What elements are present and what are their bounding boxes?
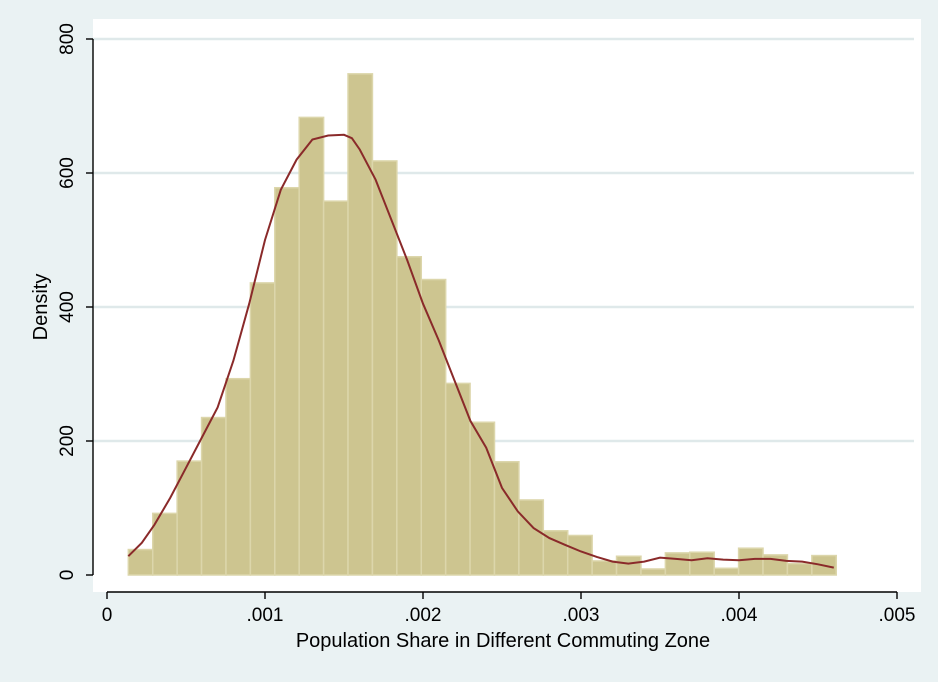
x-tick-label-0: 0	[102, 605, 113, 626]
x-tick-label-2: .002	[405, 605, 442, 626]
histogram-bar-22	[664, 552, 691, 576]
x-tick-label-3: .003	[563, 605, 600, 626]
histogram-bar-13	[444, 382, 471, 576]
y-tick-label-1: 200	[57, 425, 78, 457]
y-tick-label-3: 600	[57, 157, 78, 189]
histogram-bar-24	[713, 567, 740, 576]
y-tick-label-4: 800	[57, 23, 78, 55]
x-ticks: 0 .001 .002 .003 .004 .005	[102, 592, 916, 626]
histogram-bar-11	[396, 256, 423, 576]
histogram-bar-14	[469, 421, 496, 576]
histogram-bar-7	[298, 116, 325, 576]
histogram-bar-23	[689, 551, 715, 576]
histogram-bar-3	[200, 416, 227, 576]
histogram-bar-21	[640, 568, 667, 576]
histogram-bar-27	[786, 562, 813, 576]
y-tick-label-2: 400	[57, 291, 78, 323]
histogram-bar-10	[371, 160, 398, 576]
x-tick-label-5: .005	[879, 605, 916, 626]
histogram-bar-25	[737, 547, 764, 576]
x-axis-title: Population Share in Different Commuting …	[296, 630, 710, 652]
histogram-bar-6	[274, 186, 300, 576]
histogram-bar-16	[518, 499, 545, 576]
histogram-bar-19	[591, 560, 618, 576]
histogram-bar-20	[615, 555, 642, 576]
histogram-bar-5	[249, 282, 276, 576]
histogram-bar-8	[322, 200, 349, 576]
histogram-bar-0	[127, 548, 154, 576]
x-tick-label-1: .001	[247, 605, 284, 626]
y-axis-title: Density	[30, 274, 52, 341]
y-tick-label-0: 0	[57, 570, 78, 581]
histogram-bar-18	[566, 534, 593, 576]
histogram-bar-2	[176, 460, 203, 576]
histogram-bar-1	[151, 512, 178, 576]
density-curve	[127, 133, 835, 569]
histogram-bar-4	[225, 377, 252, 576]
histogram-bar-12	[420, 278, 447, 576]
x-tick-label-4: .004	[721, 605, 758, 626]
y-ticks: 0 200 400 600 800	[57, 23, 93, 580]
